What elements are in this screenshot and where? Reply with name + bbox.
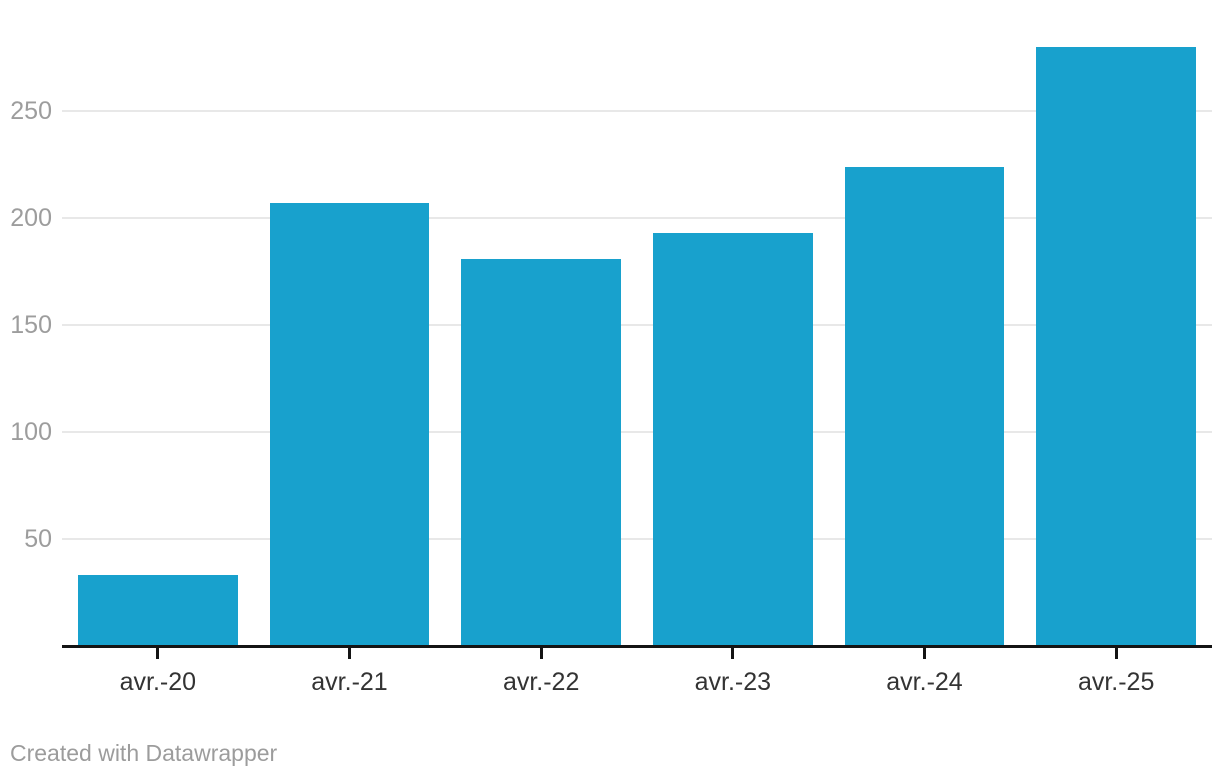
x-tick-label: avr.-20 [119,668,197,696]
x-tick-label: avr.-23 [694,668,772,696]
y-tick-label: 50 [24,525,52,553]
bar[interactable] [78,575,238,646]
datawrapper-credit-link[interactable]: Created with Datawrapper [10,740,278,766]
y-tick-label: 250 [10,97,52,125]
x-tick-label: avr.-24 [886,668,963,696]
x-tick-label: avr.-22 [502,668,580,696]
x-tick-label: avr.-25 [1077,668,1155,696]
bar[interactable] [653,232,813,646]
bar[interactable] [844,166,1005,646]
y-tick-label: 150 [10,311,52,339]
y-tick-label: 100 [10,418,52,446]
y-tick-label: 200 [10,204,52,232]
bar[interactable] [461,258,621,646]
x-axis-line [62,645,1212,648]
bar[interactable] [269,203,430,646]
bar[interactable] [1036,46,1196,646]
x-tick-label: avr.-21 [311,668,388,696]
